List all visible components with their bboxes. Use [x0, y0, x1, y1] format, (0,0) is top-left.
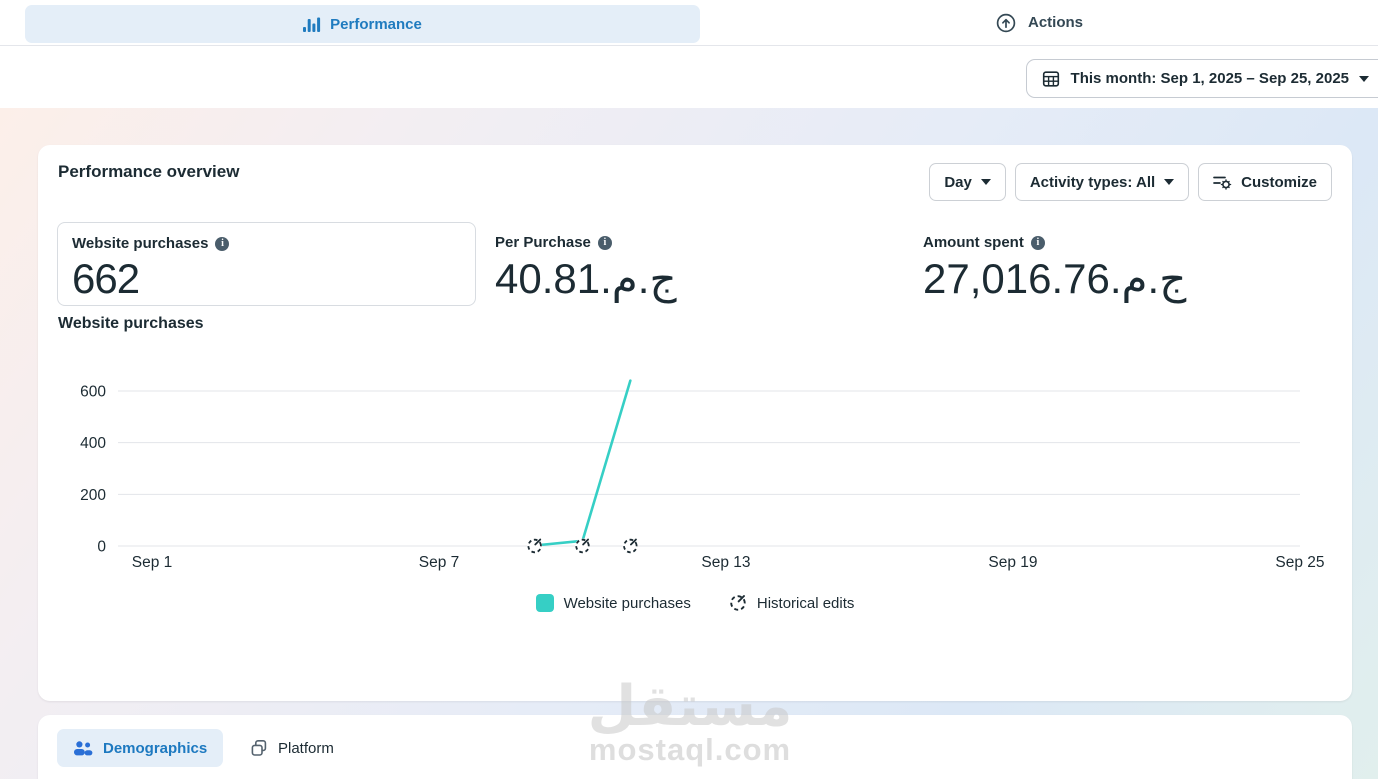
metric-value: 662 — [72, 255, 140, 302]
metric-label: Website purchases — [72, 235, 209, 252]
date-range-label: This month: Sep 1, 2025 – Sep 25, 2025 — [1070, 70, 1349, 87]
date-range-button[interactable]: This month: Sep 1, 2025 – Sep 25, 2025 — [1025, 59, 1378, 98]
granularity-dropdown[interactable]: Day — [929, 163, 1006, 201]
chevron-down-icon — [980, 179, 991, 185]
customize-button[interactable]: Customize — [1198, 163, 1332, 201]
historical-edit-marker[interactable] — [574, 537, 591, 554]
legend-item-website-purchases: Website purchases — [535, 594, 691, 612]
tab-performance[interactable]: Performance — [25, 5, 700, 43]
metric-per-purchase[interactable]: Per Purchase 40.81.ج.م — [481, 222, 691, 315]
chart-title: Website purchases — [58, 315, 204, 332]
legend-label: Historical edits — [756, 594, 855, 612]
y-tick-label: 200 — [80, 487, 106, 504]
x-tick-label: Sep 13 — [701, 554, 750, 571]
info-icon[interactable] — [1030, 235, 1045, 250]
y-tick-label: 600 — [80, 384, 106, 401]
arrow-up-circle-icon — [996, 13, 1016, 32]
customize-label: Customize — [1241, 173, 1317, 191]
card-title: Performance overview — [58, 162, 240, 181]
tab-demographics[interactable]: Demographics — [57, 729, 224, 767]
metric-label: Per Purchase — [495, 234, 591, 251]
historical-edits-icon — [730, 595, 746, 611]
filter-bar: This month: Sep 1, 2025 – Sep 25, 2025 — [0, 46, 1378, 108]
historical-edit-marker[interactable] — [622, 537, 639, 554]
calendar-icon — [1042, 70, 1059, 87]
customize-settings-icon — [1213, 176, 1232, 190]
metric-value: 40.81.ج.م — [495, 255, 678, 302]
x-tick-label: Sep 1 — [132, 554, 173, 571]
metric-amount-spent[interactable]: Amount spent 27,016.76.ج.م — [909, 222, 1200, 315]
chart-legend: Website purchases Historical edits — [38, 594, 1352, 612]
purchases-chart: 0 200 400 600 Sep 1 Sep 7 Sep 13 Sep 19 Sep 25 — [80, 379, 1325, 571]
people-icon — [74, 741, 93, 756]
bar-chart-icon — [303, 17, 321, 32]
teal-series-swatch — [535, 594, 554, 612]
legend-label: Website purchases — [563, 594, 691, 612]
overlapping-squares-icon — [251, 739, 267, 756]
granularity-label: Day — [944, 173, 972, 191]
activity-types-label: Activity types: All — [1029, 173, 1156, 191]
metric-website-purchases[interactable]: Website purchases 662 — [57, 222, 476, 306]
historical-edit-marker[interactable] — [526, 537, 543, 554]
series-line — [533, 379, 632, 547]
tab-actions-label: Actions — [1027, 14, 1083, 31]
overview-controls: Day Activity types: All Customize — [929, 163, 1332, 201]
top-tab-bar: Performance Actions — [0, 0, 1378, 46]
metric-label: Amount spent — [923, 234, 1024, 251]
x-tick-label: Sep 7 — [419, 554, 460, 571]
tab-performance-label: Performance — [330, 15, 422, 33]
tab-actions[interactable]: Actions — [700, 0, 1378, 45]
chevron-down-icon — [1359, 75, 1369, 82]
activity-types-dropdown[interactable]: Activity types: All — [1014, 163, 1190, 201]
breakdown-card: Demographics Platform — [38, 715, 1352, 779]
tab-platform[interactable]: Platform — [234, 729, 350, 767]
tab-platform-label: Platform — [278, 739, 334, 757]
info-icon[interactable] — [215, 236, 230, 251]
legend-item-historical-edits: Historical edits — [729, 594, 855, 612]
chevron-down-icon — [1164, 179, 1175, 185]
x-tick-label: Sep 25 — [1275, 554, 1324, 571]
metric-value: 27,016.76.ج.م — [923, 255, 1187, 302]
x-tick-label: Sep 19 — [988, 554, 1037, 571]
tab-demographics-label: Demographics — [103, 739, 208, 757]
y-tick-label: 0 — [97, 539, 106, 556]
y-tick-label: 400 — [80, 435, 106, 452]
performance-overview-card: Performance overview Day Activity types:… — [38, 145, 1352, 701]
info-icon[interactable] — [597, 235, 612, 250]
